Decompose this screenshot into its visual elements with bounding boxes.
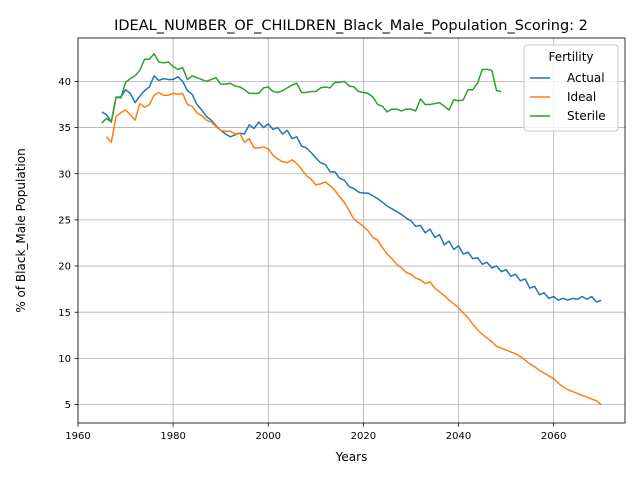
grid: [77, 38, 625, 423]
x-tick-label: 2040: [446, 431, 471, 442]
legend-title: Fertility: [548, 50, 593, 64]
legend-box: [523, 44, 619, 132]
series-lines: [101, 52, 602, 406]
series-line-sterile: [101, 52, 502, 124]
legend: Fertility Actual Ideal Sterile: [523, 44, 619, 132]
chart-title: IDEAL_NUMBER_OF_CHILDREN_Black_Male_Popu…: [114, 18, 588, 34]
y-tick-label: 5: [65, 400, 71, 411]
legend-label-ideal: Ideal: [567, 90, 596, 104]
x-tick-label: 1960: [65, 431, 90, 442]
x-tick-label: 2020: [351, 431, 376, 442]
axis-ticks: 1960 1980 2000 2020 2040 2060 5 10 15 20 25 30 35 40: [58, 77, 566, 442]
x-tick-label: 2060: [541, 431, 566, 442]
legend-label-sterile: Sterile: [567, 109, 606, 123]
series-line-ideal: [105, 91, 602, 406]
x-axis-label: Years: [335, 450, 368, 464]
y-tick-label: 40: [58, 77, 71, 88]
y-tick-label: 30: [58, 169, 71, 180]
y-tick-label: 20: [58, 262, 71, 273]
series-line-actual: [101, 75, 602, 303]
legend-label-actual: Actual: [567, 71, 605, 85]
x-tick-label: 1980: [160, 431, 185, 442]
y-axis-label: % of Black_Male Population: [14, 148, 28, 312]
y-tick-label: 35: [58, 123, 71, 134]
y-tick-label: 25: [58, 215, 71, 226]
x-tick-label: 2000: [256, 431, 281, 442]
y-tick-label: 15: [58, 308, 71, 319]
y-tick-label: 10: [58, 354, 71, 365]
plot-frame: [77, 37, 626, 424]
